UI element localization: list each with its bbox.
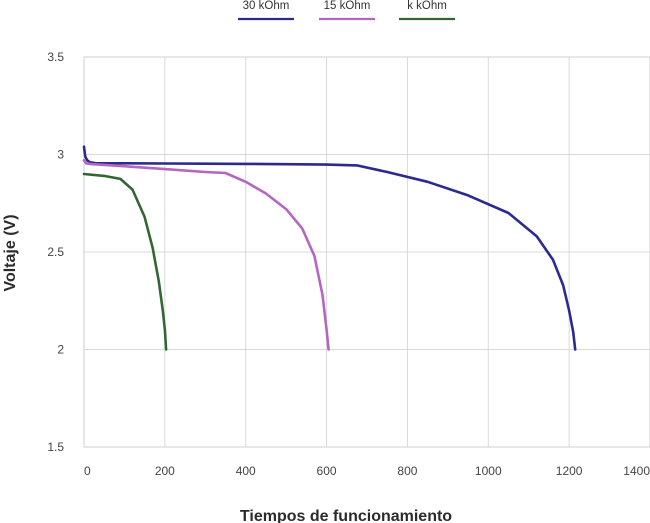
x-tick-label: 200 (155, 464, 175, 478)
y-tick-label: 3 (57, 148, 64, 162)
legend-label: 30 kOhm (243, 0, 290, 12)
x-axis-title: Tiempos de funcionamiento (240, 508, 452, 523)
y-tick-label: 1.5 (47, 440, 64, 454)
x-tick-label: 400 (236, 464, 256, 478)
y-tick-label: 3.5 (47, 50, 64, 64)
x-tick-label: 0 (84, 464, 91, 478)
legend: 30 kOhm 15 kOhm k kOhm (238, 0, 455, 21)
y-tick-label: 2.5 (47, 245, 64, 259)
plot-frame (83, 56, 650, 448)
x-tick-label: 1200 (556, 464, 583, 478)
series-line-3 (82, 172, 168, 351)
y-axis-ticks: 1.5 2 2.5 3 3.5 (47, 50, 64, 454)
grid (83, 56, 650, 448)
series-line-1 (82, 145, 577, 351)
x-tick-label: 800 (397, 464, 417, 478)
series-line-2 (82, 159, 330, 351)
y-axis-title: Voltaje (V) (2, 214, 19, 291)
series-layer (82, 145, 577, 351)
x-tick-label: 1400 (623, 464, 650, 478)
y-tick-label: 2 (57, 343, 64, 357)
x-tick-label: 600 (317, 464, 337, 478)
x-axis-ticks: 0 200 400 600 800 1000 1200 1400 (84, 464, 650, 478)
x-tick-label: 1000 (475, 464, 502, 478)
legend-label: 15 kOhm (324, 0, 371, 12)
legend-label: k kOhm (407, 0, 447, 12)
